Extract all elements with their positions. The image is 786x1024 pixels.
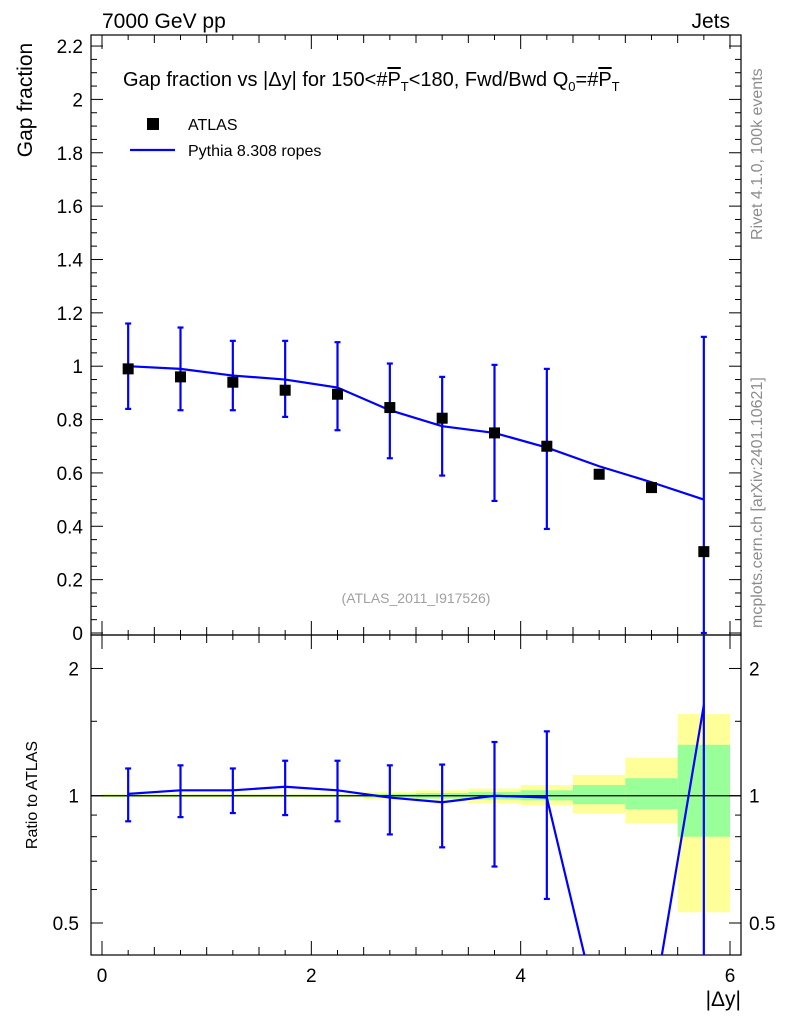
main-y-tick-label: 0.4	[57, 517, 84, 538]
atlas-data-point	[122, 363, 134, 375]
atlas-data-point	[646, 482, 657, 494]
title-prefix: Gap fraction vs |	[123, 69, 268, 91]
analysis-watermark: (ATLAS_2011_I917526)	[342, 590, 491, 606]
atlas-data-point	[436, 412, 448, 424]
main-data-layer	[122, 322, 710, 635]
ratio-y-tick-label-right: 0.5	[749, 914, 775, 935]
rivet-label: Rivet 4.1.0, 100k events	[749, 68, 766, 240]
ratio-y-tick-label-right: 2	[749, 659, 760, 680]
title-sub-t: T	[401, 79, 409, 94]
ratio-y-axis-label: Ratio to ATLAS	[24, 741, 41, 849]
atlas-data-point	[541, 440, 553, 452]
main-y-tick-label: 1.2	[57, 304, 83, 325]
title-sub-0: 0	[568, 79, 575, 94]
atlas-data-point	[698, 546, 710, 558]
title-mid: y| for 150<#	[282, 69, 389, 91]
main-chart-title: Gap fraction vs |Δy| for 150<#PT<180, Fw…	[123, 69, 620, 94]
ratio-inner-band	[625, 778, 678, 810]
ratio-y-tick-label: 2	[68, 659, 79, 680]
ratio-y-tick-label: 0.5	[53, 914, 79, 935]
title-sub-t2: T	[612, 79, 620, 94]
main-y-tick-label: 2	[72, 90, 83, 111]
main-y-tick-label: 1	[72, 357, 83, 378]
atlas-data-point	[593, 468, 605, 480]
x-tick-label: 0	[97, 966, 108, 987]
main-y-axis: 0 0.2 0.4 0.6 0.8 1 1.2 1.4 1.6 1.8 2 2.2	[57, 37, 741, 645]
main-y-tick-label: 1.4	[57, 250, 84, 271]
ratio-y-axis: 0.5 0.5 1 1 2 2	[53, 659, 776, 935]
legend-atlas-marker	[147, 118, 159, 130]
mcplots-label: mcplots.cern.ch [arXiv:2401.10621]	[749, 377, 766, 628]
ratio-inner-band	[573, 785, 626, 805]
title-delta: Δ	[268, 69, 281, 91]
ratio-bands-layer	[102, 714, 730, 913]
x-axis-label: |Δy|	[706, 988, 741, 1011]
main-y-tick-label: 0.6	[57, 464, 83, 485]
atlas-data-point	[384, 402, 396, 414]
main-y-tick-label: 0	[72, 624, 83, 645]
legend-atlas-label: ATLAS	[188, 117, 238, 134]
main-y-tick-label: 0.8	[57, 411, 83, 432]
main-y-axis-label: Gap fraction	[14, 43, 37, 157]
main-y-tick-label: 2.2	[57, 37, 83, 58]
x-tick-label: 6	[725, 966, 736, 987]
header-left-title: 7000 GeV pp	[102, 10, 226, 33]
atlas-data-point	[332, 388, 343, 400]
pythia-series-line	[128, 365, 705, 501]
title-eq: =#	[576, 69, 600, 91]
ratio-data-layer	[91, 635, 741, 955]
ratio-clipped-layer	[125, 635, 705, 955]
main-y-tick-label: 1.8	[57, 144, 83, 165]
atlas-data-point	[279, 384, 291, 396]
title-pbar2: P	[598, 69, 611, 91]
main-y-tick-label: 1.6	[57, 197, 83, 218]
header-right-title: Jets	[691, 10, 730, 33]
main-y-tick-label: 0.2	[57, 571, 83, 592]
x-axis: 0 2 4 6	[97, 635, 736, 987]
atlas-data-point	[175, 371, 186, 383]
ratio-pythia-line	[128, 704, 705, 955]
x-tick-label: 4	[515, 966, 526, 987]
ratio-y-tick-label: 1	[68, 787, 79, 808]
x-tick-label: 2	[306, 966, 317, 987]
title-pbar: P	[387, 69, 400, 91]
atlas-data-point	[227, 376, 239, 388]
ratio-y-tick-label-right: 1	[749, 787, 760, 808]
atlas-data-point	[489, 427, 500, 439]
legend-pythia-label: Pythia 8.308 ropes	[188, 143, 321, 160]
title-rest: <180, Fwd/Bwd Q	[409, 69, 569, 91]
